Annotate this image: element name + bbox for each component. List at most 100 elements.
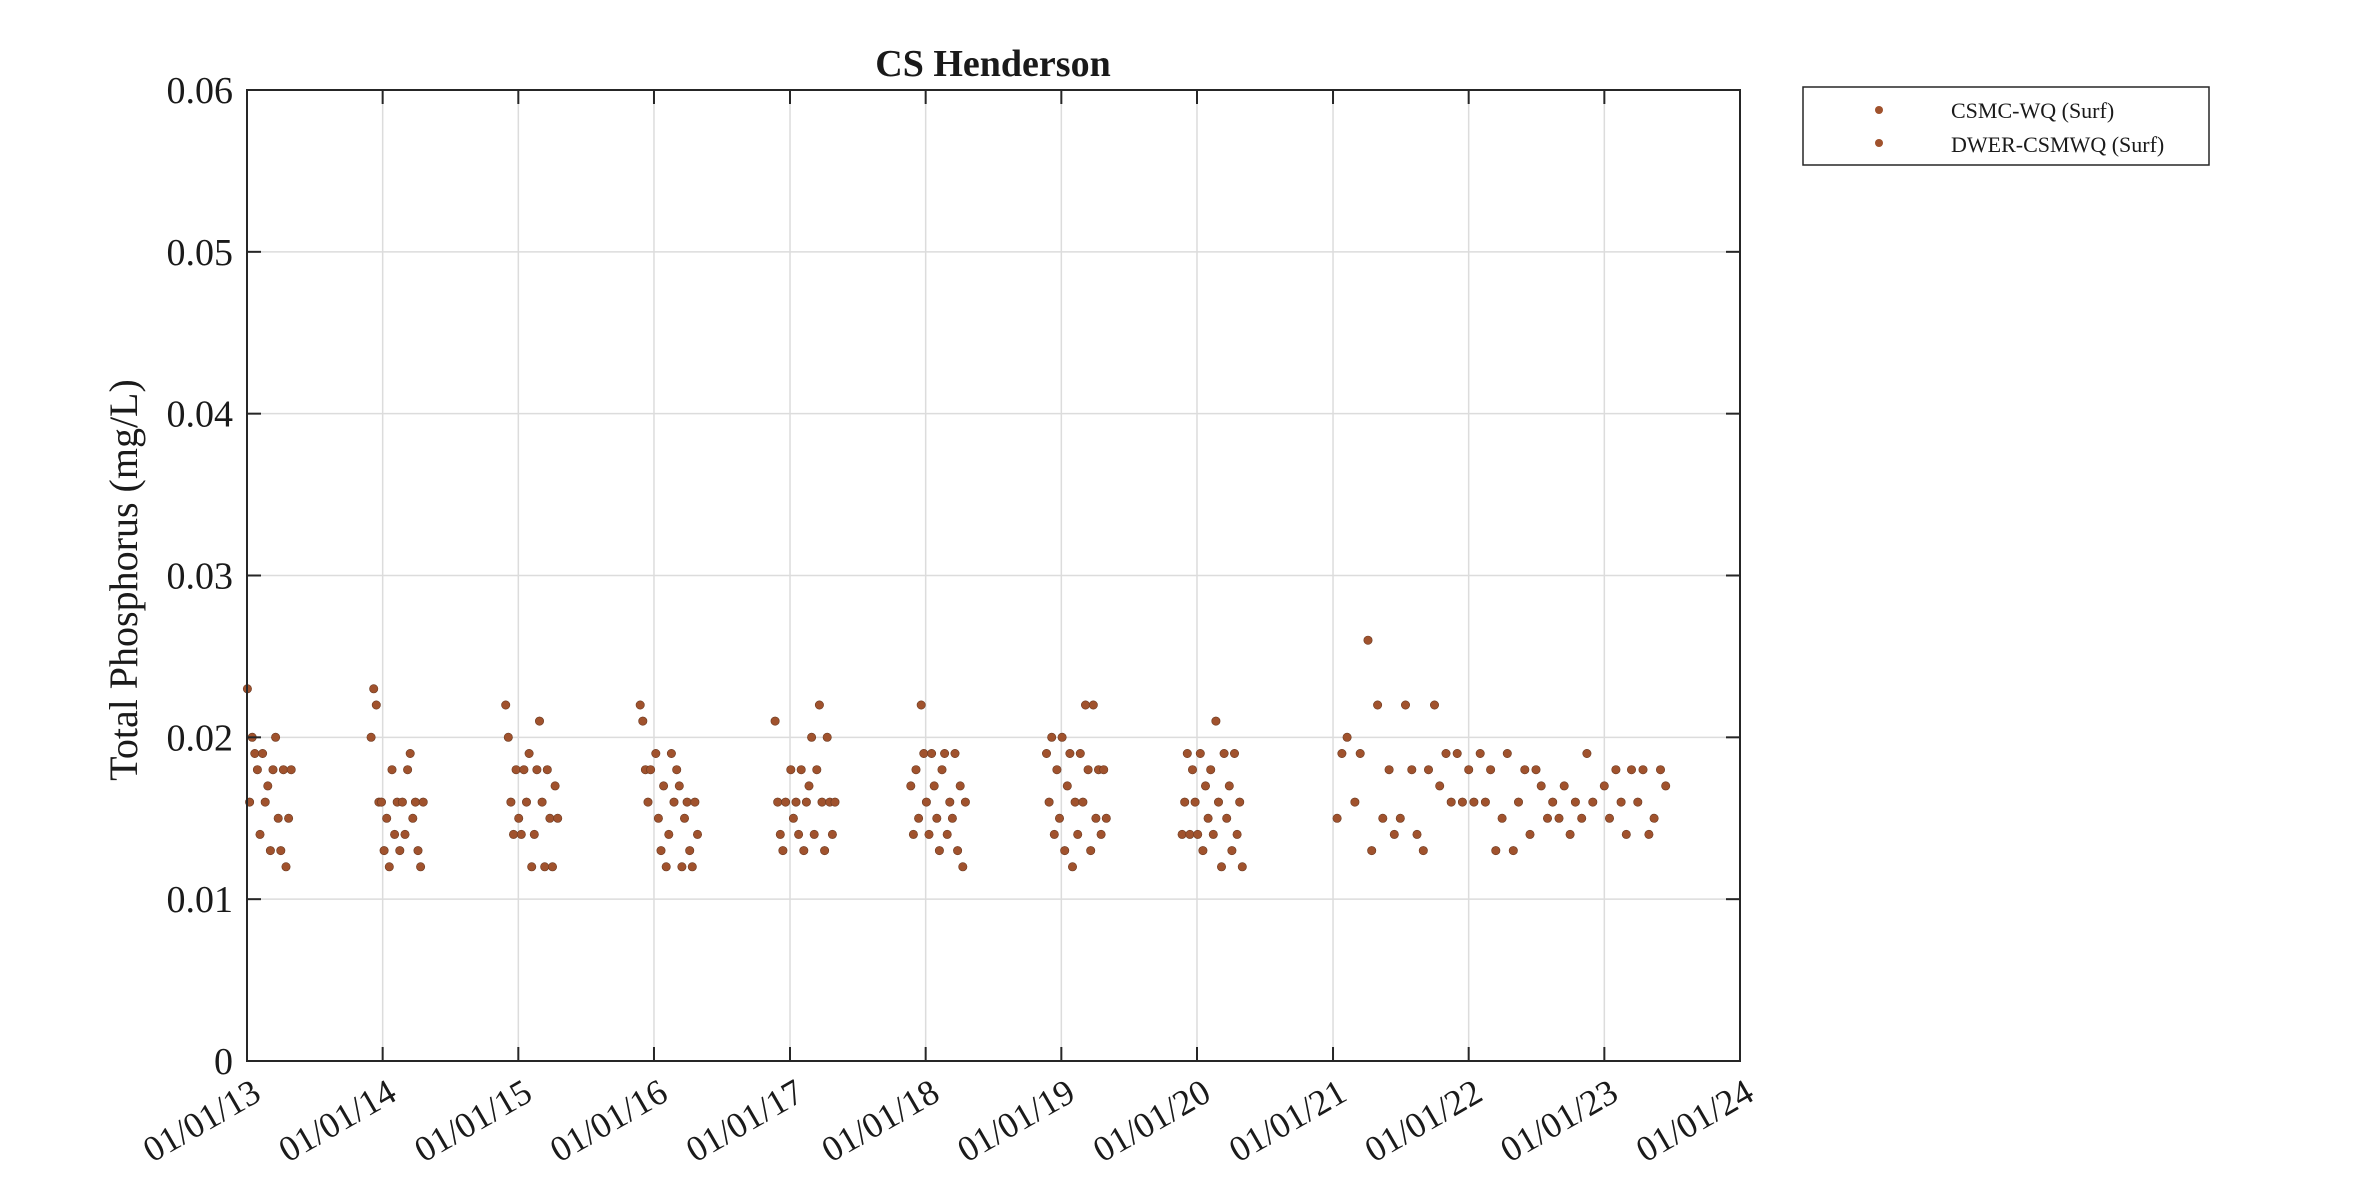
data-point: [397, 797, 407, 807]
data-point: [1633, 797, 1643, 807]
data-point: [1062, 781, 1072, 791]
data-point: [384, 862, 394, 872]
data-point: [1055, 813, 1065, 823]
data-point: [643, 797, 653, 807]
data-point: [773, 797, 783, 807]
data-point: [1078, 797, 1088, 807]
data-point: [1554, 813, 1564, 823]
data-point: [547, 862, 557, 872]
data-point: [508, 829, 518, 839]
data-point: [1424, 765, 1434, 775]
data-point: [1201, 781, 1211, 791]
data-point: [1182, 748, 1192, 758]
data-point: [921, 797, 931, 807]
data-point: [1452, 748, 1462, 758]
data-point: [1065, 748, 1075, 758]
data-point: [1430, 700, 1440, 710]
data-point: [252, 765, 262, 775]
data-point: [682, 797, 692, 807]
data-point: [1101, 813, 1111, 823]
data-point: [820, 846, 830, 856]
data-point: [1464, 765, 1474, 775]
data-point: [1235, 797, 1245, 807]
legend-label-dwer-csmwq: DWER-CSMWQ (Surf): [1951, 132, 2164, 157]
data-point: [934, 846, 944, 856]
data-point: [651, 748, 661, 758]
data-point: [958, 862, 968, 872]
data-point: [1180, 797, 1190, 807]
data-point: [656, 846, 666, 856]
data-point: [1355, 748, 1365, 758]
data-point: [679, 813, 689, 823]
data-point: [1342, 732, 1352, 742]
data-point: [1088, 700, 1098, 710]
data-point: [942, 829, 952, 839]
data-point: [1224, 781, 1234, 791]
y-tick-label: 0.05: [167, 232, 234, 274]
data-point: [1543, 813, 1553, 823]
data-point: [1057, 732, 1067, 742]
data-point: [661, 862, 671, 872]
data-point: [945, 797, 955, 807]
data-point: [1621, 829, 1631, 839]
data-point: [1203, 813, 1213, 823]
data-point: [532, 765, 542, 775]
data-point: [794, 829, 804, 839]
data-point: [1086, 846, 1096, 856]
data-point: [817, 797, 827, 807]
data-point: [1565, 829, 1575, 839]
y-tick-labels: 0 0.01 0.02 0.03 0.04 0.05 0.06: [167, 70, 234, 1083]
data-point: [1407, 765, 1417, 775]
data-point: [527, 862, 537, 872]
data-point: [413, 846, 423, 856]
grid: [247, 90, 1740, 1061]
data-point: [1211, 716, 1221, 726]
data-point: [916, 700, 926, 710]
data-point: [521, 797, 531, 807]
data-point: [1486, 765, 1496, 775]
data-point: [418, 797, 428, 807]
data-point: [1418, 846, 1428, 856]
data-point: [524, 748, 534, 758]
data-point: [804, 781, 814, 791]
data-point: [390, 829, 400, 839]
data-point: [1531, 765, 1541, 775]
data-point: [1475, 748, 1485, 758]
data-point: [1198, 846, 1208, 856]
data-point: [799, 846, 809, 856]
data-point: [542, 765, 552, 775]
data-point: [646, 765, 656, 775]
data-point: [1491, 846, 1501, 856]
data-point: [1217, 862, 1227, 872]
data-point: [366, 732, 376, 742]
data-point: [812, 765, 822, 775]
data-point: [1091, 813, 1101, 823]
data-point: [919, 748, 929, 758]
data-point: [1195, 748, 1205, 758]
data-point: [265, 846, 275, 856]
data-point: [669, 797, 679, 807]
data-point: [550, 781, 560, 791]
data-point: [937, 765, 947, 775]
data-point: [1638, 765, 1648, 775]
data-point: [927, 748, 937, 758]
data-point: [1577, 813, 1587, 823]
data-point: [1582, 748, 1592, 758]
data-point: [947, 813, 957, 823]
data-point: [514, 813, 524, 823]
legend-marker-dwer-csmwq: [1875, 139, 1883, 147]
data-point: [1520, 765, 1530, 775]
data-point: [830, 797, 840, 807]
legend-label-csmc-wq: CSMC-WQ (Surf): [1951, 98, 2114, 123]
data-point: [276, 846, 286, 856]
data-point: [1378, 813, 1388, 823]
data-point: [1083, 765, 1093, 775]
data-point: [416, 862, 426, 872]
data-point: [1508, 846, 1518, 856]
data-point: [1649, 813, 1659, 823]
data-point: [1208, 829, 1218, 839]
data-point: [369, 684, 379, 694]
data-point: [506, 797, 516, 807]
data-point: [929, 781, 939, 791]
data-point: [677, 862, 687, 872]
